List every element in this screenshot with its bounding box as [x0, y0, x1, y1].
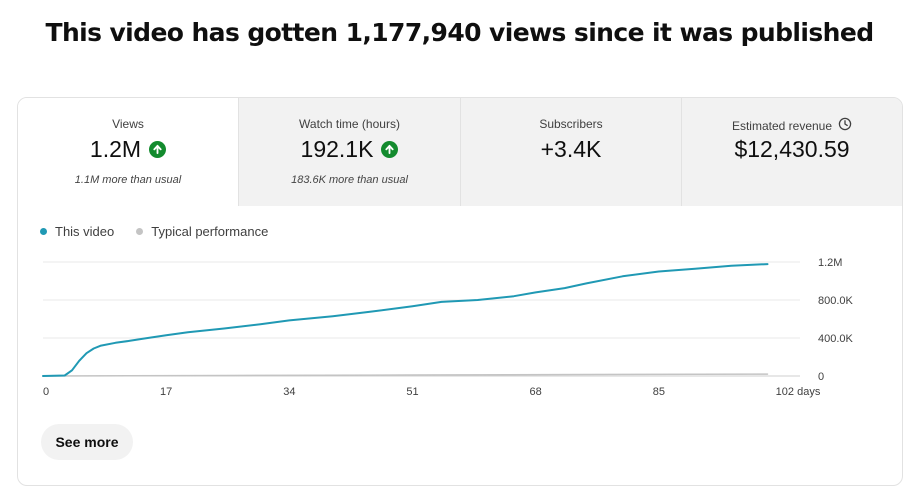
- subscribers-value: +3.4K: [540, 136, 602, 162]
- metric-tabs: Views 1.2M 1.1M more than usual Watch ti…: [18, 98, 902, 206]
- analytics-card: Views 1.2M 1.1M more than usual Watch ti…: [17, 97, 903, 486]
- views-line-chart[interactable]: 0 400.0K 800.0K 1.2M 0 17 34 51 68 85 102 days: [18, 248, 902, 398]
- legend-typical-performance[interactable]: Typical performance: [136, 224, 268, 239]
- views-value: 1.2M: [89, 136, 142, 162]
- chart-legend: This video Typical performance: [40, 224, 268, 239]
- revenue-title-row: Estimated revenue: [682, 117, 902, 134]
- trend-up-icon: [149, 141, 167, 158]
- legend-this-video[interactable]: This video: [40, 224, 114, 239]
- tab-subscribers[interactable]: Subscribers +3.4K: [460, 98, 681, 206]
- views-title: Views: [112, 117, 144, 131]
- tab-estimated-revenue[interactable]: Estimated revenue $12,430.59: [681, 98, 902, 206]
- x-tick-label: 102 days: [776, 386, 821, 398]
- revenue-title: Estimated revenue: [731, 118, 833, 133]
- revenue-value: $12,430.59: [734, 136, 850, 162]
- revenue-value-row: $12,430.59: [682, 136, 902, 163]
- series-line-typical-performance: [42, 373, 769, 377]
- see-more-button[interactable]: See more: [41, 424, 133, 460]
- y-tick-label: 0: [818, 371, 824, 383]
- x-tick-label: 51: [406, 386, 418, 398]
- watch-time-value-row: 192.1K: [239, 136, 460, 163]
- subscribers-value-row: +3.4K: [461, 136, 681, 163]
- x-tick-label: 17: [160, 386, 172, 398]
- series-dot-icon: [136, 228, 144, 235]
- x-tick-label: 68: [530, 386, 542, 398]
- subscribers-title: Subscribers: [539, 117, 603, 131]
- y-tick-label: 400.0K: [818, 333, 854, 345]
- views-value-row: 1.2M: [18, 136, 238, 163]
- page-title: This video has gotten 1,177,940 views si…: [45, 18, 874, 47]
- tab-watch-time[interactable]: Watch time (hours) 192.1K 183.6K more th…: [238, 98, 460, 206]
- views-note: 1.1M more than usual: [74, 174, 182, 186]
- y-tick-label: 1.2M: [818, 257, 842, 269]
- series-line-this-video: [42, 263, 769, 377]
- x-tick-label: 0: [43, 386, 49, 398]
- watch-time-title: Watch time (hours): [299, 117, 400, 131]
- series-dot-icon: [40, 228, 47, 235]
- watch-time-note: 183.6K more than usual: [291, 174, 408, 186]
- y-tick-label: 800.0K: [818, 295, 854, 307]
- legend-label: Typical performance: [151, 224, 269, 239]
- trend-up-icon: [381, 141, 399, 158]
- clock-icon: [838, 117, 852, 134]
- x-tick-label: 85: [653, 386, 665, 398]
- x-tick-label: 34: [283, 386, 295, 398]
- watch-time-value: 192.1K: [300, 136, 374, 162]
- tab-views[interactable]: Views 1.2M 1.1M more than usual: [18, 98, 238, 206]
- legend-label: This video: [55, 224, 115, 239]
